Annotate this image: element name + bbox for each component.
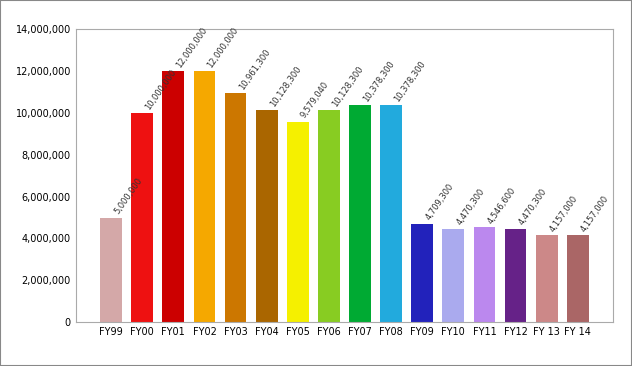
Text: 4,470,300: 4,470,300 [517,187,549,227]
Bar [100,217,122,322]
Text: 5,000,000: 5,000,000 [112,176,144,216]
Bar [193,71,216,322]
Bar [504,229,526,322]
Bar [411,224,433,322]
Text: 12,000,000: 12,000,000 [175,26,209,70]
Text: 4,709,300: 4,709,300 [424,182,456,222]
Bar [473,227,495,322]
Bar [380,105,402,322]
Bar [536,235,557,322]
Bar [349,105,371,322]
Text: 9,579,040: 9,579,040 [300,81,331,120]
Bar [287,122,308,322]
Text: 4,546,600: 4,546,600 [486,186,518,225]
Text: 10,378,300: 10,378,300 [392,59,427,103]
Bar [225,93,246,322]
Text: 4,157,000: 4,157,000 [548,194,580,234]
Bar [567,235,588,322]
Text: 10,000,000: 10,000,000 [144,67,178,111]
Bar [442,229,464,322]
Bar [131,113,153,322]
Bar [256,110,277,322]
Text: 10,128,300: 10,128,300 [268,64,303,109]
Bar [318,110,340,322]
Text: 10,961,300: 10,961,300 [237,47,272,91]
Text: 4,157,000: 4,157,000 [580,194,611,234]
Text: 4,470,300: 4,470,300 [455,187,487,227]
Text: 10,128,300: 10,128,300 [331,64,365,109]
Text: 10,378,300: 10,378,300 [362,59,396,103]
Text: 12,000,000: 12,000,000 [206,26,241,70]
Bar [162,71,185,322]
